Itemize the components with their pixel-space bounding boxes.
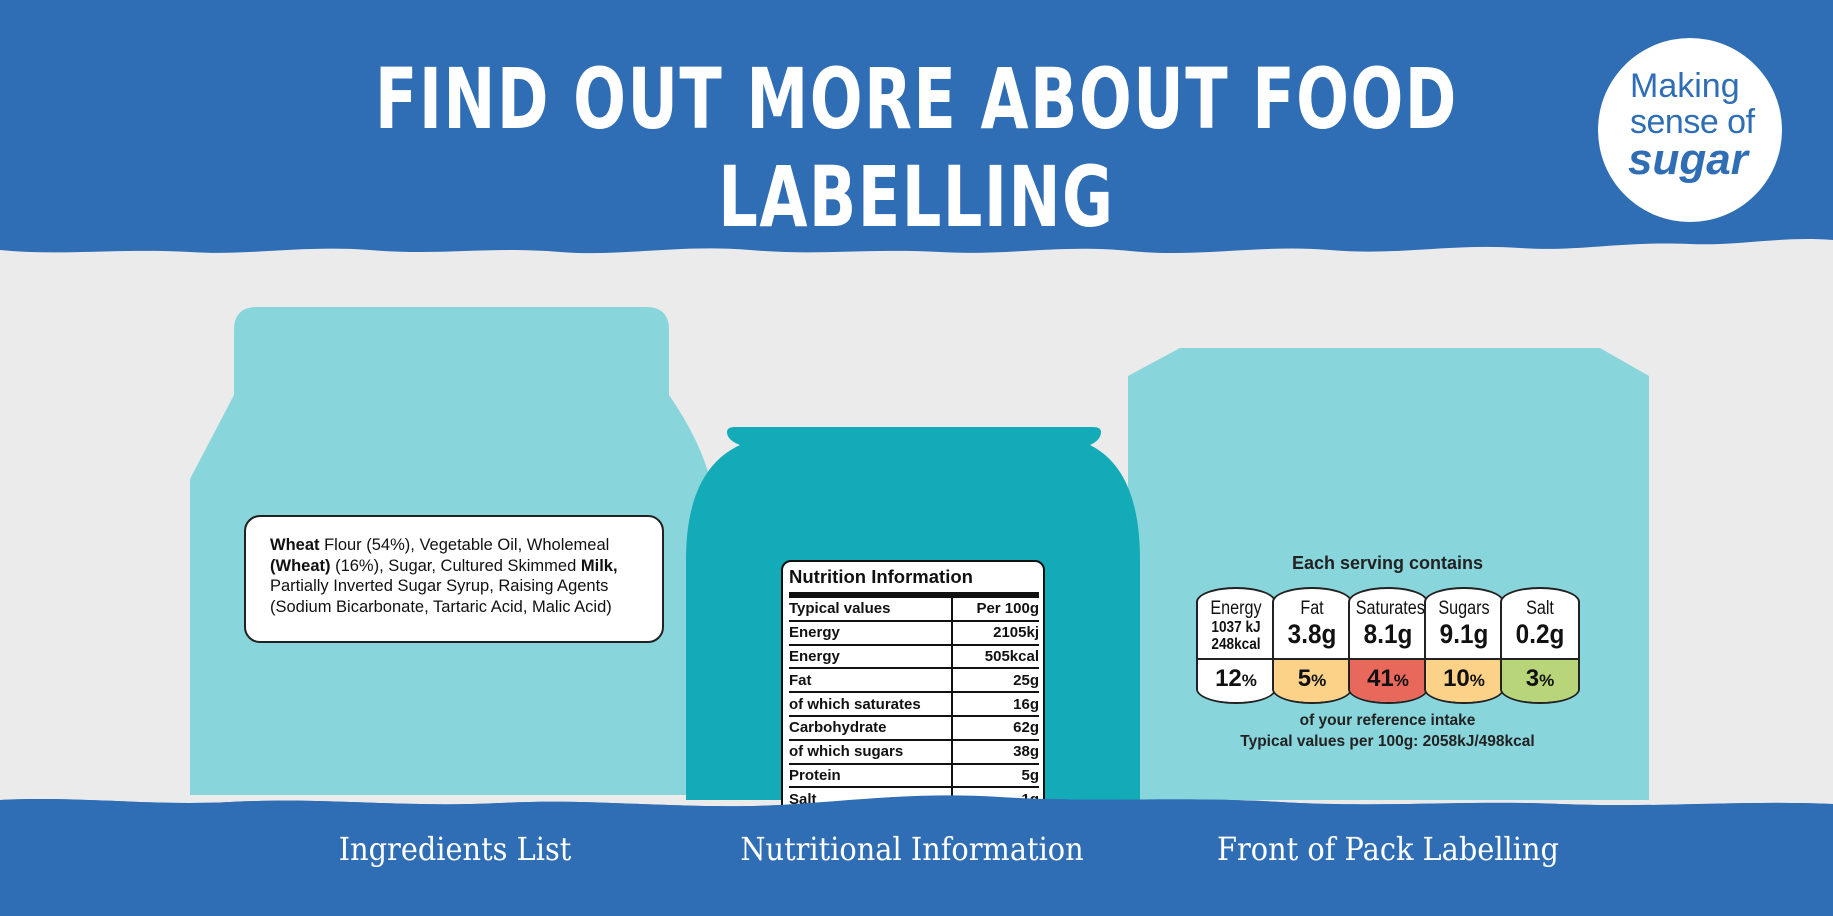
nutrient-name: Fat: [789, 669, 953, 692]
nutrient-value: 38g: [1013, 743, 1039, 761]
ingredient-allergen: Milk,: [580, 556, 618, 575]
logo-line-1: Making: [1630, 67, 1740, 105]
column-header: Per 100g: [976, 600, 1039, 618]
nutrition-row: Energy 505kcal: [789, 645, 1039, 670]
nutrient-value: 8.1g: [1363, 619, 1413, 649]
nutrient-name: Carbohydrate: [789, 716, 953, 739]
nutrient-value: 16g: [1013, 695, 1039, 713]
caption-nutritional-information[interactable]: Nutritional Information: [740, 830, 1084, 868]
nutrient-name: Energy: [789, 621, 953, 644]
nutrient-value: 9.1g: [1439, 619, 1489, 649]
nutrient-name: of which sugars: [789, 740, 953, 763]
percent-cell: 3%: [1502, 658, 1578, 702]
caption-front-of-pack-labelling[interactable]: Front of Pack Labelling: [1217, 830, 1559, 868]
nutrition-row: Protein 5g: [789, 764, 1039, 789]
percent-cell: 5%: [1274, 658, 1350, 702]
column-header: Typical values: [789, 598, 953, 620]
percent-cell: 10%: [1426, 658, 1502, 702]
ingredient-allergen: Wheat: [270, 536, 320, 554]
ingredients-list-box: Wheat Flour (54%), Vegetable Oil, Wholem…: [244, 515, 664, 643]
nutrient-value: 25g: [1013, 671, 1039, 689]
ingredient-text: Partially Inverted Sugar Syrup, Raising …: [270, 577, 612, 616]
percent-cell: 12%: [1198, 658, 1274, 702]
ingredient-text: (16%), Sugar, Cultured Skimmed: [330, 556, 581, 575]
making-sense-of-sugar-logo[interactable]: Making sense of sugar: [1598, 38, 1782, 222]
front-of-pack-heading: Each serving contains: [1291, 553, 1484, 573]
nutrition-information-label: Nutrition Information Typical values Per …: [781, 560, 1045, 820]
traffic-light-fat: Fat 3.8g 5%: [1272, 587, 1352, 704]
traffic-light-salt: Salt 0.2g 3%: [1500, 587, 1580, 704]
nutrient-name: Saturates: [1355, 598, 1425, 619]
nutrient-name: Energy: [1210, 598, 1262, 619]
nutrient-value: 62g: [1013, 719, 1039, 737]
logo-line-3: sugar: [1628, 135, 1748, 184]
nutrient-name: Energy: [789, 645, 953, 668]
page-title: Find out more about food labelling: [374, 50, 1458, 246]
nutrient-name: Protein: [789, 764, 953, 787]
nutrient-name: Sugars: [1438, 598, 1490, 619]
reference-intake-note: of your reference intake: [1299, 712, 1476, 729]
traffic-light-energy: Energy 1037 kJ 248kcal 12%: [1196, 587, 1276, 704]
divider: [789, 592, 1039, 598]
nutrient-name: Salt: [1526, 598, 1554, 619]
traffic-light-sugars: Sugars 9.1g 10%: [1424, 587, 1504, 704]
ingredient-allergen: (Wheat): [270, 556, 331, 575]
nutrient-value: 5g: [1021, 766, 1039, 784]
nutrient-value: 505kcal: [984, 647, 1039, 665]
nutrition-title: Nutrition Information: [789, 566, 973, 587]
nutrient-value: 0.2g: [1515, 619, 1565, 649]
typical-values-note: Typical values per 100g: 2058kJ/498kcal: [1240, 733, 1535, 750]
traffic-light-saturates: Saturates 8.1g 41%: [1348, 587, 1428, 704]
nutrient-value: 3.8g: [1287, 619, 1337, 649]
ingredient-text: Flour (54%), Vegetable Oil, Wholemeal: [319, 536, 610, 554]
nutrient-name: Fat: [1300, 598, 1324, 619]
energy-kcal: 248kcal: [1211, 636, 1261, 653]
caption-ingredients-list[interactable]: Ingredients List: [338, 830, 572, 868]
footer-wave-overlay: [0, 795, 1833, 916]
percent-cell: 41%: [1350, 658, 1426, 702]
nutrition-row: of which sugars 38g: [789, 740, 1039, 765]
header-band: [0, 0, 1833, 254]
nutrient-value: 2105kj: [993, 624, 1039, 642]
nutrition-row: of which saturates 16g: [789, 693, 1039, 717]
energy-kj: 1037 kJ: [1211, 619, 1261, 636]
nutrition-row: Carbohydrate 62g: [789, 716, 1039, 741]
nutrient-name: of which saturates: [789, 693, 953, 715]
nutrition-row: Energy 2105kj: [789, 621, 1039, 646]
nutrition-row: Fat 25g: [789, 669, 1039, 694]
nutrition-header-row: Typical values Per 100g: [789, 598, 1039, 622]
logo-line-2: sense of: [1630, 103, 1755, 141]
